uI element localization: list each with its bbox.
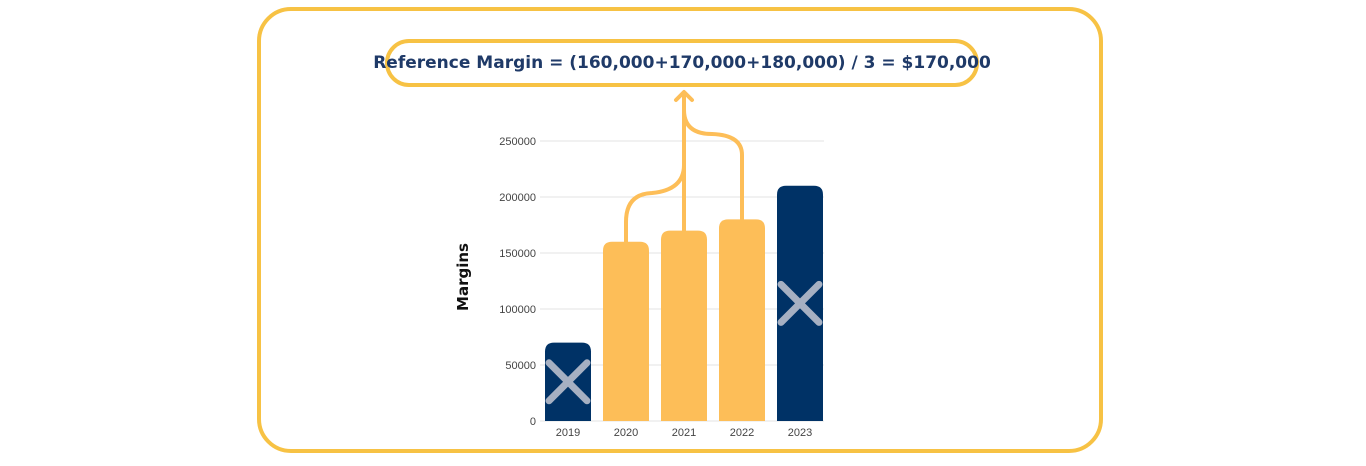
x-tick-label: 2019 [556,427,580,439]
connector-2022 [682,108,744,222]
x-tick-label: 2021 [672,427,696,439]
bar-2022 [719,219,765,421]
outer-frame [257,7,1103,453]
bars [545,185,823,421]
y-tick-label: 150000 [499,248,536,260]
y-tick-label: 200000 [499,192,536,204]
x-axis-ticks: 2019 2020 2021 2022 2023 [556,427,812,439]
excluded-cross-icon [545,359,591,405]
arrow-head [674,90,694,102]
connector-2020 [624,163,686,244]
y-tick-label: 250000 [499,136,536,148]
x-tick-label: 2020 [614,427,638,439]
flow-connectors [624,90,744,244]
formula-text: Reference Margin = (160,000+170,000+180,… [373,53,991,73]
formula-box: Reference Margin = (160,000+170,000+180,… [373,39,991,87]
bar-2020 [603,241,649,421]
y-tick-label: 50000 [505,360,536,372]
x-tick-label: 2023 [788,427,812,439]
bar-2021 [661,230,707,421]
y-axis-ticks: 0 50000 100000 150000 200000 250000 [499,136,536,428]
y-tick-label: 100000 [499,304,536,316]
x-tick-label: 2022 [730,427,754,439]
y-tick-label: 0 [530,416,536,428]
y-axis-title: Margins [454,243,472,311]
excluded-cross-icon [777,280,823,326]
